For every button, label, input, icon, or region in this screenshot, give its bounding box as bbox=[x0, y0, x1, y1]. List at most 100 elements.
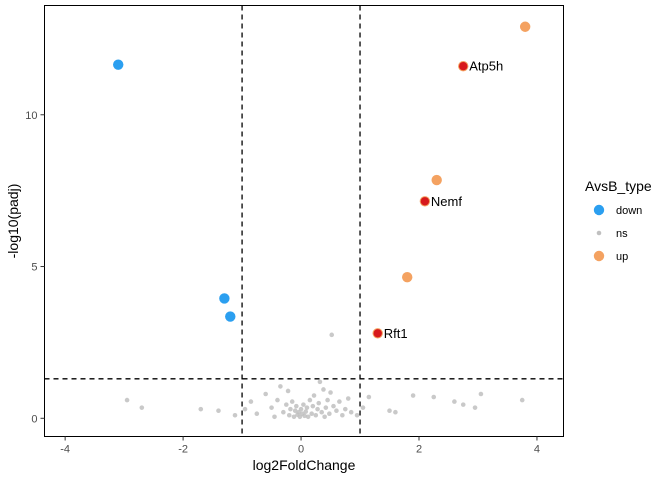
plot-panel bbox=[44, 5, 564, 437]
highlighted-gene-point bbox=[373, 329, 382, 338]
ns-point bbox=[317, 379, 323, 385]
highlighted-gene-point bbox=[420, 197, 430, 206]
ns-point bbox=[360, 405, 366, 410]
y-axis-label: -log10(padj) bbox=[5, 184, 21, 259]
ns-point bbox=[254, 411, 260, 417]
down-point bbox=[225, 311, 236, 322]
ns-point bbox=[305, 414, 311, 420]
ns-point bbox=[198, 406, 204, 412]
ns-point bbox=[269, 405, 274, 410]
ns-point bbox=[309, 411, 314, 417]
down-point bbox=[219, 293, 230, 304]
y-tick-label: 0 bbox=[31, 413, 37, 425]
ns-point bbox=[340, 412, 345, 418]
ns-point bbox=[322, 414, 327, 420]
ns-point bbox=[315, 406, 320, 412]
ns-point bbox=[294, 403, 299, 409]
gene-label: Rft1 bbox=[384, 326, 408, 341]
ns-point bbox=[303, 409, 309, 414]
ns-point bbox=[334, 408, 339, 414]
y-tick-label: 5 bbox=[31, 262, 37, 274]
ns-point bbox=[139, 405, 145, 410]
ns-point bbox=[307, 397, 313, 403]
x-axis-label: log2FoldChange bbox=[253, 457, 356, 473]
ns-point bbox=[232, 412, 238, 418]
y-axis: 0 5 10 bbox=[25, 110, 45, 425]
ns-point bbox=[331, 403, 336, 409]
ns-point bbox=[242, 406, 248, 412]
ns-point bbox=[348, 409, 354, 415]
ns-point bbox=[316, 400, 322, 406]
ns-point bbox=[298, 406, 304, 412]
legend-title: AvsB_type bbox=[585, 178, 652, 194]
ns-point bbox=[292, 408, 298, 414]
highlighted-gene-point bbox=[459, 62, 468, 71]
x-tick-label: -2 bbox=[178, 444, 188, 456]
ns-point bbox=[478, 391, 484, 397]
gene-labels: Atp5h Nemf Rft1 bbox=[373, 59, 503, 341]
ns-point bbox=[286, 412, 292, 418]
down-point bbox=[113, 59, 124, 70]
legend-key-up bbox=[593, 250, 605, 262]
ns-point bbox=[281, 409, 286, 415]
threshold-lines bbox=[44, 5, 564, 437]
legend-label-ns: ns bbox=[616, 228, 628, 240]
ns-point bbox=[431, 394, 437, 400]
ns-point bbox=[285, 388, 291, 394]
ns-point bbox=[387, 408, 392, 414]
ns-point bbox=[291, 414, 297, 420]
ns-point bbox=[327, 411, 332, 417]
legend-label-down: down bbox=[616, 205, 642, 217]
ns-point bbox=[248, 399, 254, 404]
ns-point bbox=[323, 405, 329, 410]
ns-point bbox=[310, 403, 316, 409]
y-tick-label: 10 bbox=[25, 110, 37, 122]
legend-entries: down ns up bbox=[593, 204, 642, 263]
ns-point bbox=[301, 402, 306, 407]
legend-key-ns bbox=[596, 230, 602, 236]
ns-point bbox=[272, 414, 277, 420]
legend-label-up: up bbox=[616, 251, 628, 263]
ns-point bbox=[452, 399, 457, 404]
ns-point bbox=[311, 393, 317, 398]
x-tick-label: 2 bbox=[416, 444, 422, 456]
ns-point bbox=[393, 409, 398, 415]
ns-point bbox=[302, 413, 307, 419]
ns-point bbox=[410, 393, 416, 398]
legend-key-down bbox=[593, 204, 605, 216]
up-point bbox=[402, 271, 413, 283]
ns-point bbox=[263, 391, 268, 397]
ns-point bbox=[216, 408, 221, 414]
legend: AvsB_type down ns up bbox=[585, 178, 652, 263]
ns-point bbox=[337, 399, 342, 404]
ns-point bbox=[366, 394, 372, 400]
x-tick-label: 0 bbox=[298, 444, 304, 456]
ns-point bbox=[275, 397, 280, 403]
up-point bbox=[431, 174, 442, 186]
x-tick-label: 4 bbox=[534, 444, 540, 456]
ns-point bbox=[342, 406, 348, 412]
ns-point bbox=[288, 406, 293, 412]
up-point bbox=[519, 21, 531, 32]
ns-point bbox=[519, 397, 525, 403]
ns-point bbox=[460, 402, 466, 407]
ns-point bbox=[321, 387, 326, 392]
ns-points bbox=[124, 332, 525, 420]
ns-point bbox=[289, 399, 295, 404]
x-axis: -4 -2 0 2 4 bbox=[60, 436, 540, 456]
ns-point bbox=[345, 396, 351, 401]
ns-point bbox=[329, 332, 335, 338]
gene-label: Atp5h bbox=[469, 59, 503, 74]
ns-point bbox=[313, 412, 319, 418]
ns-point bbox=[472, 405, 478, 410]
ns-point bbox=[304, 405, 310, 410]
ns-point bbox=[354, 412, 360, 418]
gene-label: Nemf bbox=[431, 194, 462, 209]
ns-point bbox=[319, 409, 324, 415]
ns-point bbox=[284, 402, 289, 407]
ns-point bbox=[325, 397, 330, 403]
ns-point bbox=[328, 390, 333, 395]
ns-point bbox=[124, 397, 130, 403]
x-tick-label: -4 bbox=[60, 444, 70, 456]
